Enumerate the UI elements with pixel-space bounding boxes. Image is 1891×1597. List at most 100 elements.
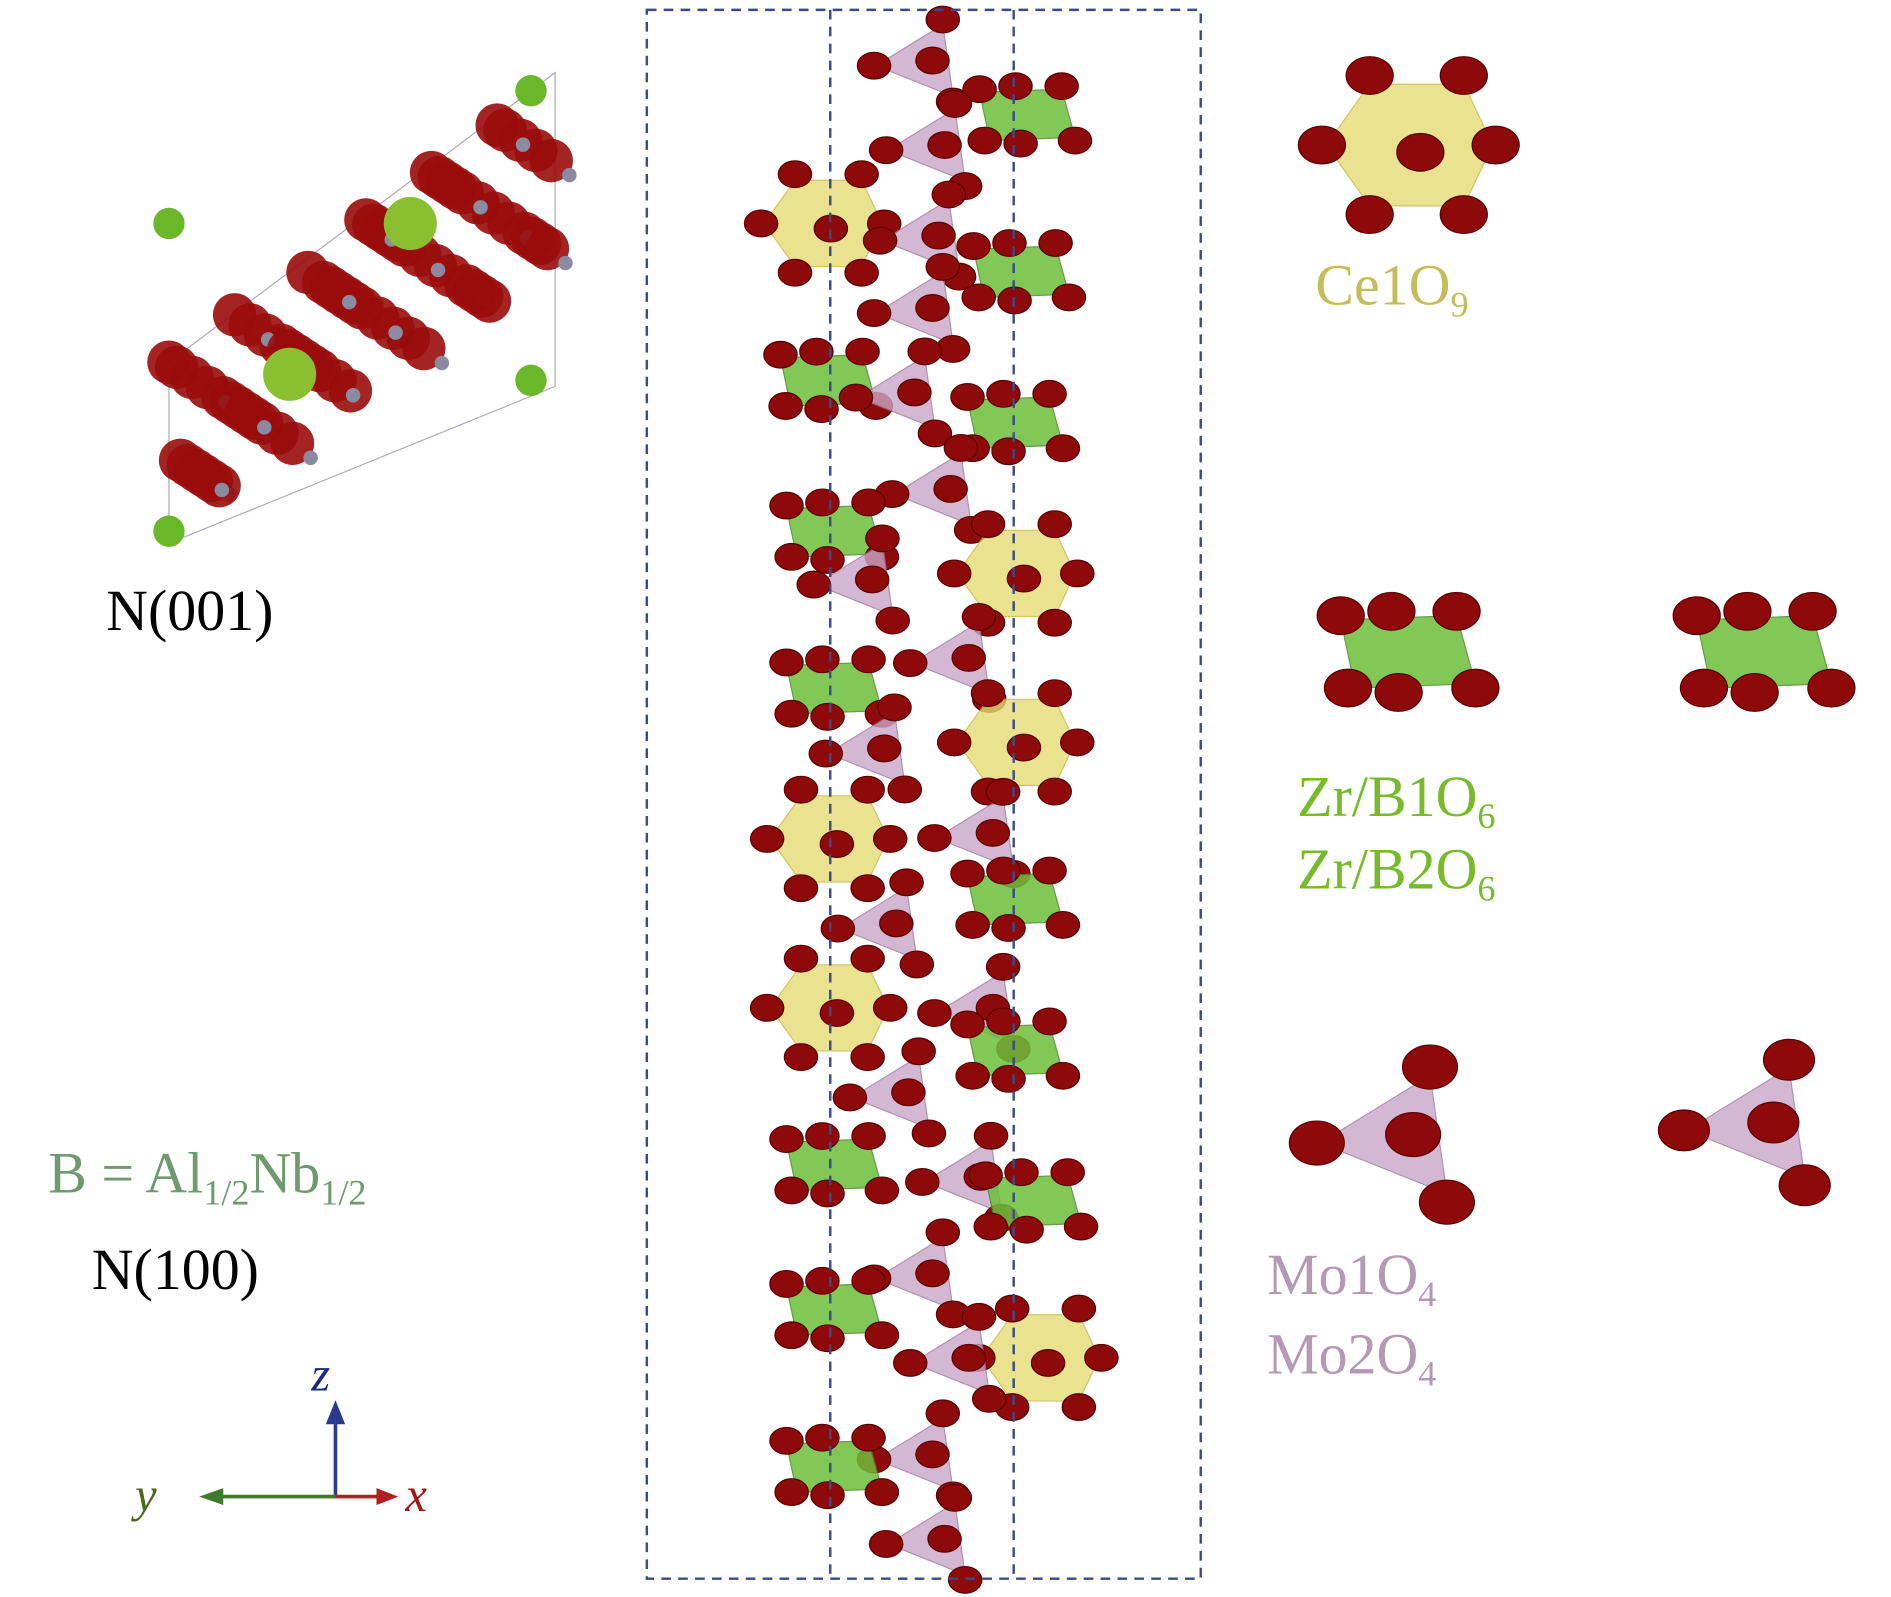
oxygen-atom <box>875 606 910 635</box>
atom-cluster <box>510 216 554 261</box>
axis-label: z <box>310 1348 330 1401</box>
oxygen-atom <box>799 337 834 366</box>
oxygen-atom <box>970 679 1006 708</box>
mo-label: Mo2O4 <box>1267 1322 1436 1394</box>
oxygen-atom <box>856 299 892 328</box>
oxygen-atom <box>1288 1120 1345 1166</box>
oxygen-atom <box>967 126 1002 155</box>
y-head <box>199 1488 224 1506</box>
oxygen-atom <box>774 1478 809 1507</box>
label-text: Ce1O <box>1315 252 1450 317</box>
oxygen-atom <box>851 1423 886 1452</box>
oxygen-atom <box>872 993 908 1022</box>
oxygen-atom <box>1032 379 1067 408</box>
oxygen-atom <box>805 1266 840 1295</box>
mo-atom <box>515 137 531 152</box>
oxygen-atom <box>956 232 991 261</box>
oxygen-atom <box>763 340 798 369</box>
oxygen-atom <box>845 337 880 366</box>
oxygen-atom <box>968 1161 1003 1190</box>
oxygen-atom <box>850 775 885 804</box>
oxygen-atom <box>805 645 840 674</box>
oxygen-atom <box>1471 125 1520 165</box>
oxygen-atom <box>820 914 856 943</box>
atom-cluster <box>452 269 496 313</box>
oxygen-atom <box>864 1478 900 1507</box>
oxygen-atom <box>927 1524 962 1553</box>
oxygen-atom <box>1778 1164 1831 1207</box>
oxygen-atom <box>947 1565 983 1594</box>
oxygen-atom <box>844 258 879 287</box>
view-label: N(100) <box>92 1237 259 1302</box>
oxygen-atom <box>774 1321 809 1350</box>
oxygen-atom <box>749 824 785 853</box>
mo-atom <box>345 387 361 403</box>
oxygen-atom <box>892 649 928 677</box>
oxygen-atom <box>1396 132 1445 172</box>
oxygen-atom <box>951 643 987 672</box>
oxygen-atom <box>879 909 914 938</box>
oxygen-atom <box>905 1168 940 1196</box>
oxygen-atom <box>1297 125 1347 165</box>
oxygen-atom <box>985 777 1021 806</box>
oxygen-atom <box>1003 129 1038 158</box>
z-head <box>325 1400 346 1425</box>
oxygen-atom <box>994 1294 1030 1323</box>
mo-atom <box>341 294 357 310</box>
mo-atom <box>473 200 488 215</box>
oxygen-atom <box>872 824 908 853</box>
corner-atom <box>153 207 185 240</box>
oxygen-atom <box>975 818 1011 847</box>
oxygen-atom <box>851 1266 886 1295</box>
oxygen-atom <box>1730 672 1779 712</box>
oxygen-atom <box>783 874 819 903</box>
ce-label: Ce1O9 <box>1315 252 1468 324</box>
oxygen-atom <box>805 1122 840 1150</box>
oxygen-atom <box>1009 1215 1044 1244</box>
view-label: N(001) <box>106 578 273 643</box>
oxygen-atom <box>768 392 803 420</box>
oxygen-atom <box>911 1119 947 1148</box>
oxygen-atom <box>986 379 1021 408</box>
zr-label: Zr/B2O6 <box>1297 836 1495 908</box>
axis-triad <box>199 1400 399 1506</box>
oxygen-atom <box>917 999 952 1027</box>
oxygen-atom <box>1032 856 1067 885</box>
oxygen-atom <box>856 51 892 80</box>
mo-atom <box>434 355 450 371</box>
oxygen-atom <box>925 1218 961 1247</box>
oxygen-atom <box>1051 283 1087 312</box>
oxygen-atom <box>985 952 1021 981</box>
oxygen-atom <box>925 252 961 281</box>
oxygen-atom <box>973 1212 1009 1241</box>
oxygen-atom <box>749 993 785 1022</box>
oxygen-atom <box>1063 1212 1099 1241</box>
oxygen-atom <box>937 90 973 118</box>
atom-cluster <box>483 108 527 152</box>
oxygen-atom <box>1061 1393 1097 1422</box>
axis-label: x <box>404 1469 427 1522</box>
oxygen-atom <box>927 131 962 159</box>
oxygen-atom <box>796 570 831 599</box>
oxygen-atom <box>961 283 996 312</box>
oxygen-atom <box>892 1349 928 1377</box>
oxygen-atom <box>866 734 902 763</box>
oxygen-atom <box>1723 591 1772 631</box>
cell-box <box>645 8 1202 1580</box>
oxygen-atom <box>1385 1112 1442 1158</box>
mo-label: Mo1O4 <box>1267 1242 1436 1314</box>
label-text: Zr/B2O <box>1297 836 1477 901</box>
oxygen-atom <box>1060 559 1095 588</box>
oxygen-atom <box>1044 72 1079 101</box>
oxygen-atom <box>971 1384 1007 1413</box>
oxygen-atom <box>1316 596 1365 636</box>
oxygen-atom <box>970 510 1006 539</box>
oxygen-atom <box>783 775 819 804</box>
oxygen-atom <box>783 944 819 973</box>
oxygen-atom <box>850 874 885 903</box>
oxygen-atom <box>991 914 1026 942</box>
oxygen-atom <box>769 648 804 677</box>
ce-atom <box>383 196 437 251</box>
mo-atom <box>303 450 318 466</box>
ce-atom <box>263 347 317 401</box>
